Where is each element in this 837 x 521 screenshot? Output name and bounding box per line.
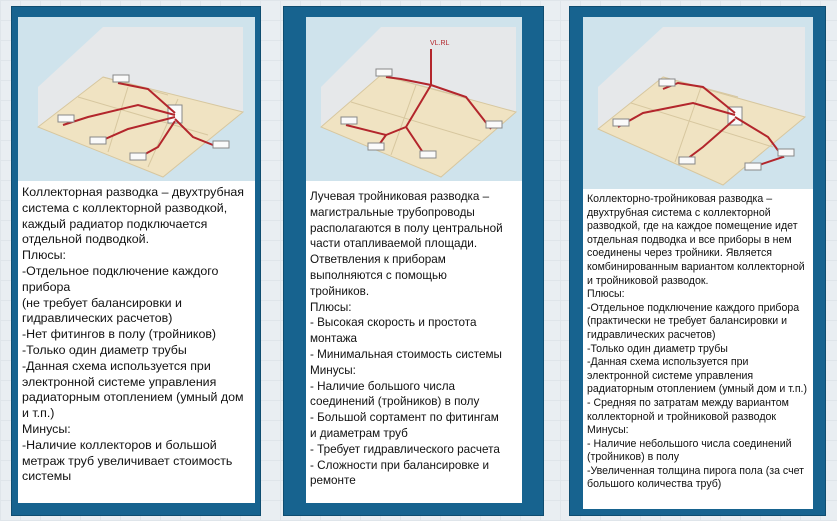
radial-tee-piping-room-illustration: VL.RL [306,17,522,181]
card-description: Лучевая тройниковая разводка – магистрал… [310,190,503,488]
card-content: Коллекторно-тройниковая разводка – двухт… [583,17,813,509]
card-collector-piping: Коллекторная разводка – двухтрубная сист… [11,6,261,516]
card-description: Коллекторная разводка – двухтрубная сист… [22,185,245,484]
card-content: Коллекторная разводка – двухтрубная сист… [18,17,255,503]
card-collector-tee-piping: Коллекторно-тройниковая разводка – двухт… [569,6,826,516]
card-radial-tee-piping: VL.RL Лучевая тройниковая разводка – маг… [283,6,544,516]
image-label: VL.RL [430,40,450,47]
collector-tee-piping-room-illustration [583,17,813,189]
collector-piping-room-illustration [18,17,255,181]
card-description: Коллекторно-тройниковая разводка – двухт… [587,193,808,491]
card-content: VL.RL Лучевая тройниковая разводка – маг… [306,17,522,503]
